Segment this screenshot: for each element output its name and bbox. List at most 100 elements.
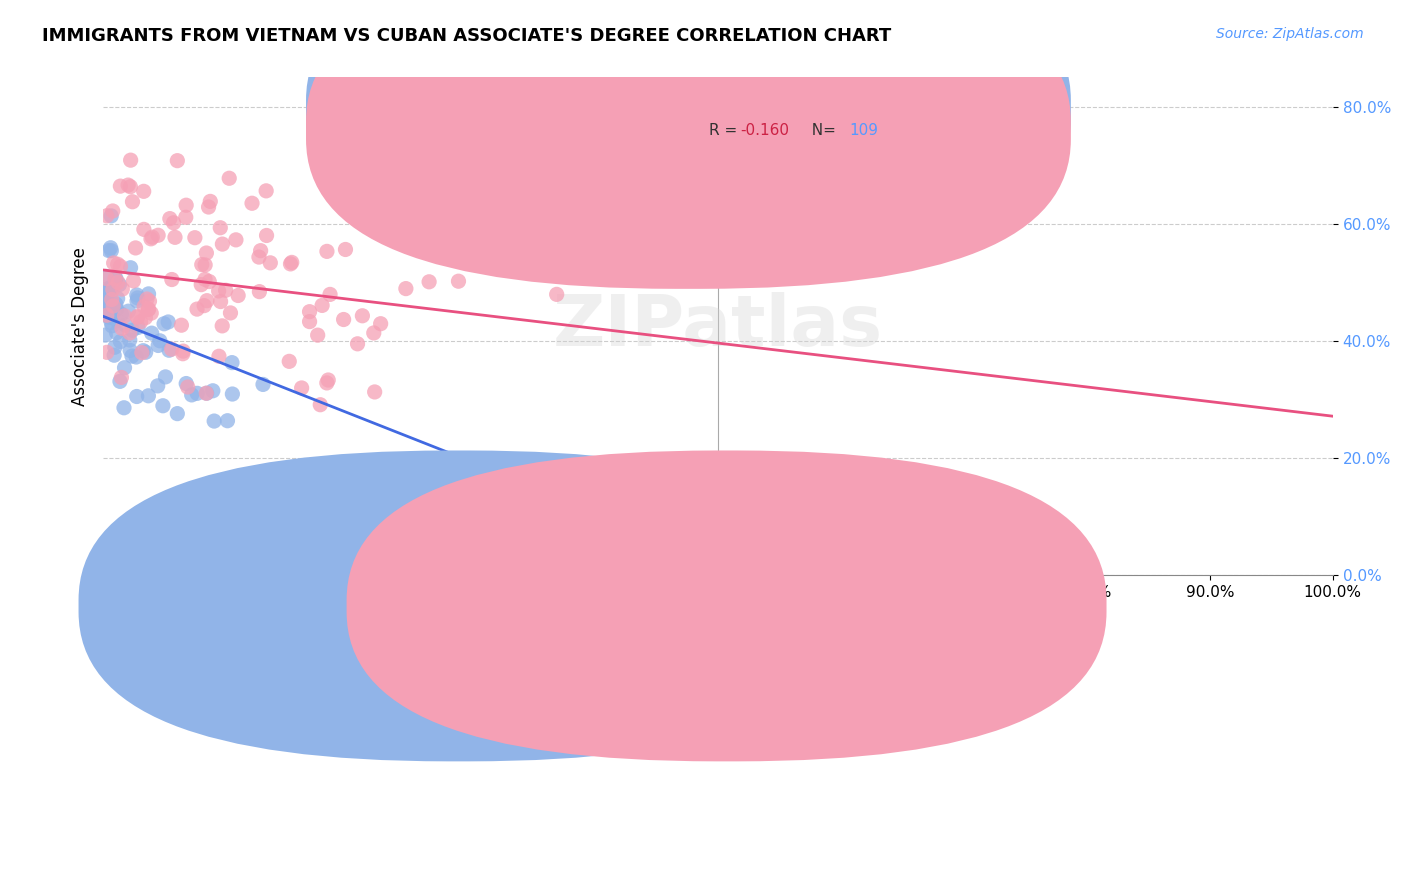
Point (259, 256, 281, 270)
Point (97, 244, 120, 258)
Point (221, 356, 243, 370)
Point (157, 343, 180, 358)
Point (120, 260, 142, 275)
Point (98, 283, 121, 297)
Point (159, 211, 181, 226)
Point (98, 310, 121, 325)
Point (214, 283, 236, 297)
Text: 76: 76 (849, 103, 873, 117)
Text: N=: N= (801, 123, 841, 138)
Point (309, 398, 332, 412)
Point (319, 287, 342, 301)
Point (172, 347, 194, 361)
Point (104, 271, 127, 285)
Point (166, 407, 188, 421)
Point (98, 300, 121, 314)
Point (418, 275, 440, 289)
Point (104, 272, 127, 286)
Point (100, 280, 122, 294)
Point (217, 414, 239, 428)
Text: R =: R = (710, 123, 742, 138)
Point (107, 276, 129, 290)
Point (121, 194, 143, 209)
Point (105, 326, 128, 340)
Point (247, 285, 270, 299)
Point (120, 179, 142, 194)
Point (111, 321, 134, 335)
Point (162, 216, 184, 230)
Point (121, 323, 143, 337)
Point (112, 401, 135, 415)
Point (208, 349, 231, 363)
Point (94, 308, 117, 322)
Point (132, 184, 155, 198)
Point (103, 299, 125, 313)
Text: -0.587: -0.587 (740, 103, 789, 117)
Point (731, 486, 754, 500)
Point (153, 317, 176, 331)
Point (225, 233, 247, 247)
Point (97, 303, 120, 318)
Point (111, 282, 134, 296)
Point (139, 232, 162, 246)
Point (172, 344, 194, 359)
FancyBboxPatch shape (347, 450, 1107, 762)
Point (134, 310, 156, 325)
Point (208, 284, 231, 298)
Text: R =: R = (710, 103, 742, 117)
Point (426, 218, 449, 232)
Point (101, 318, 124, 333)
Text: -0.160: -0.160 (740, 123, 789, 138)
Point (363, 384, 385, 399)
Point (94, 269, 117, 284)
Point (114, 309, 136, 323)
Point (166, 153, 188, 168)
Text: ZIPatlas: ZIPatlas (553, 292, 883, 360)
Point (141, 230, 163, 244)
Point (110, 179, 132, 194)
Point (209, 220, 232, 235)
Point (146, 228, 169, 243)
Point (103, 256, 125, 270)
Point (335, 243, 357, 257)
FancyBboxPatch shape (307, 0, 1071, 268)
Point (195, 293, 218, 308)
Point (134, 300, 156, 314)
Point (136, 302, 159, 317)
Point (135, 345, 157, 359)
Point (200, 194, 222, 209)
Point (209, 294, 232, 309)
Point (298, 315, 321, 329)
Point (110, 260, 132, 274)
Point (447, 274, 470, 288)
Point (100, 241, 122, 255)
Point (94, 306, 117, 320)
Point (96, 308, 118, 322)
Point (132, 343, 155, 358)
Point (138, 294, 160, 309)
Point (96, 209, 118, 223)
Point (221, 387, 243, 401)
Point (117, 178, 139, 192)
Point (118, 326, 141, 340)
FancyBboxPatch shape (651, 82, 1032, 150)
Point (177, 380, 200, 394)
Point (104, 340, 127, 354)
Point (110, 307, 132, 321)
Text: N=: N= (801, 103, 841, 117)
Point (298, 304, 321, 318)
Point (152, 399, 174, 413)
Point (100, 244, 122, 258)
FancyBboxPatch shape (307, 0, 1071, 289)
Point (118, 333, 141, 347)
Point (191, 258, 214, 272)
Point (149, 334, 172, 348)
Point (104, 297, 127, 311)
Point (202, 414, 225, 428)
Point (363, 326, 385, 340)
Point (114, 360, 136, 375)
Point (252, 377, 274, 392)
Point (211, 237, 233, 252)
Point (197, 200, 219, 214)
Point (125, 390, 148, 404)
